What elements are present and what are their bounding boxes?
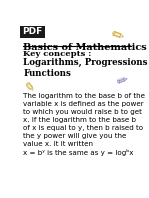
Text: PDF: PDF (22, 28, 43, 36)
FancyBboxPatch shape (20, 26, 45, 38)
Text: ✏: ✏ (115, 72, 130, 90)
Text: Key concepts :: Key concepts : (23, 50, 92, 58)
Text: The logarithm to the base b of the
variable x is defined as the power
to which y: The logarithm to the base b of the varia… (23, 93, 145, 156)
Text: Logarithms, Progressions –
Functions: Logarithms, Progressions – Functions (23, 58, 149, 78)
Text: Basics of Mathematics: Basics of Mathematics (23, 43, 147, 52)
Text: ✏: ✏ (20, 79, 36, 96)
Text: ✏: ✏ (108, 26, 125, 45)
